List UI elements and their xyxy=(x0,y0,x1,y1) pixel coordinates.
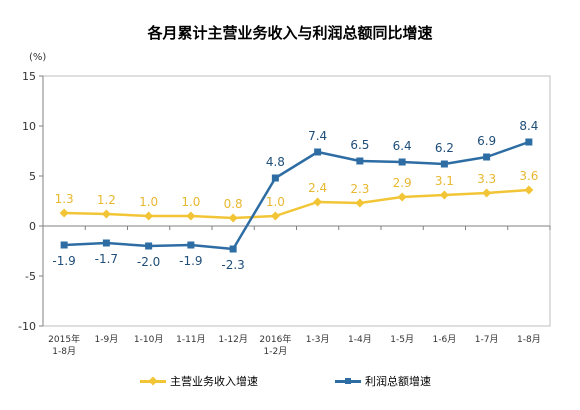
data-point-diamond xyxy=(524,185,534,195)
data-label: 6.4 xyxy=(393,139,412,153)
x-tick-label: 1-9月 xyxy=(95,334,119,345)
x-tick-label: 1-12月 xyxy=(218,334,247,345)
y-axis-unit: (%) xyxy=(29,52,47,63)
data-label: -1.9 xyxy=(179,254,202,268)
data-point-diamond xyxy=(482,188,492,198)
data-label: -1.9 xyxy=(52,254,75,268)
legend-swatch-revenue xyxy=(140,376,166,386)
data-label: 1.0 xyxy=(181,195,200,209)
data-point-square xyxy=(483,153,491,161)
data-label: 8.4 xyxy=(519,119,538,133)
x-tick-label: 2016年 xyxy=(259,333,291,345)
data-point-square xyxy=(398,158,406,166)
data-label: 0.8 xyxy=(224,197,243,211)
data-point-square xyxy=(145,242,153,250)
x-tick-label: 1-6月 xyxy=(433,334,457,345)
data-point-diamond xyxy=(355,198,365,208)
x-tick-label: 1-4月 xyxy=(348,334,372,345)
y-tick-label: 0 xyxy=(29,220,36,233)
data-point-diamond xyxy=(101,209,111,219)
data-label: -2.0 xyxy=(137,255,160,269)
y-tick-label: 5 xyxy=(29,170,36,183)
data-point-square xyxy=(314,148,322,156)
legend-item-revenue: 主营业务收入增速 xyxy=(140,373,258,389)
data-label: 6.2 xyxy=(435,141,454,155)
legend-label-revenue: 主营业务收入增速 xyxy=(170,375,258,388)
data-point-square xyxy=(271,174,279,182)
data-point-diamond xyxy=(439,190,449,200)
data-point-diamond xyxy=(59,208,69,218)
data-point-square xyxy=(187,241,195,249)
data-point-square xyxy=(356,157,364,165)
data-label: 2.3 xyxy=(350,182,369,196)
data-point-square xyxy=(60,241,68,249)
data-label: 3.6 xyxy=(519,169,538,183)
data-point-diamond xyxy=(270,211,280,221)
data-point-diamond xyxy=(186,211,196,221)
data-point-square xyxy=(440,160,448,168)
data-point-square xyxy=(102,239,110,247)
data-label: 6.5 xyxy=(350,138,369,152)
plot-area xyxy=(42,75,551,327)
legend: 主营业务收入增速 利润总额增速 xyxy=(0,373,580,393)
x-tick-label: 1-7月 xyxy=(475,334,499,345)
y-tick-label: -10 xyxy=(18,320,36,333)
data-point-diamond xyxy=(144,211,154,221)
legend-swatch-profit xyxy=(335,376,361,386)
data-label: 3.1 xyxy=(435,174,454,188)
data-label: 6.9 xyxy=(477,134,496,148)
x-tick-label: 2015年 xyxy=(48,333,80,345)
data-label: 2.4 xyxy=(308,181,327,195)
x-tick-label: 1-10月 xyxy=(134,334,163,345)
data-point-square xyxy=(229,245,237,253)
x-tick-label: 1-11月 xyxy=(176,334,205,345)
data-label: 1.3 xyxy=(55,192,74,206)
data-label: 7.4 xyxy=(308,129,327,143)
data-point-diamond xyxy=(313,197,323,207)
data-label: 1.0 xyxy=(266,195,285,209)
data-point-diamond xyxy=(397,192,407,202)
series-line-0 xyxy=(64,188,529,220)
data-label: 2.9 xyxy=(393,176,412,190)
data-label: 3.3 xyxy=(477,172,496,186)
x-tick-label: 1-8月 xyxy=(52,346,76,357)
data-label: 4.8 xyxy=(266,155,285,169)
data-label: 1.0 xyxy=(139,195,158,209)
x-tick-label: 1-3月 xyxy=(306,334,330,345)
y-tick-label: 10 xyxy=(22,120,36,133)
data-label: -2.3 xyxy=(221,258,244,272)
legend-marker-square xyxy=(345,378,351,384)
x-tick-label: 1-5月 xyxy=(390,334,414,345)
legend-marker-diamond xyxy=(148,376,158,386)
data-point-square xyxy=(525,138,533,146)
y-tick-label: -5 xyxy=(25,270,36,283)
legend-label-profit: 利润总额增速 xyxy=(365,375,431,388)
data-label: 1.2 xyxy=(97,193,116,207)
y-tick-label: 15 xyxy=(22,70,36,83)
legend-item-profit: 利润总额增速 xyxy=(335,373,431,389)
x-tick-label: 1-2月 xyxy=(264,346,288,357)
chart-title: 各月累计主营业务收入与利润总额同比增速 xyxy=(147,24,433,42)
series-line-1 xyxy=(64,140,530,251)
data-point-diamond xyxy=(228,213,238,223)
data-label: -1.7 xyxy=(95,252,118,266)
x-tick-label: 1-8月 xyxy=(517,334,541,345)
